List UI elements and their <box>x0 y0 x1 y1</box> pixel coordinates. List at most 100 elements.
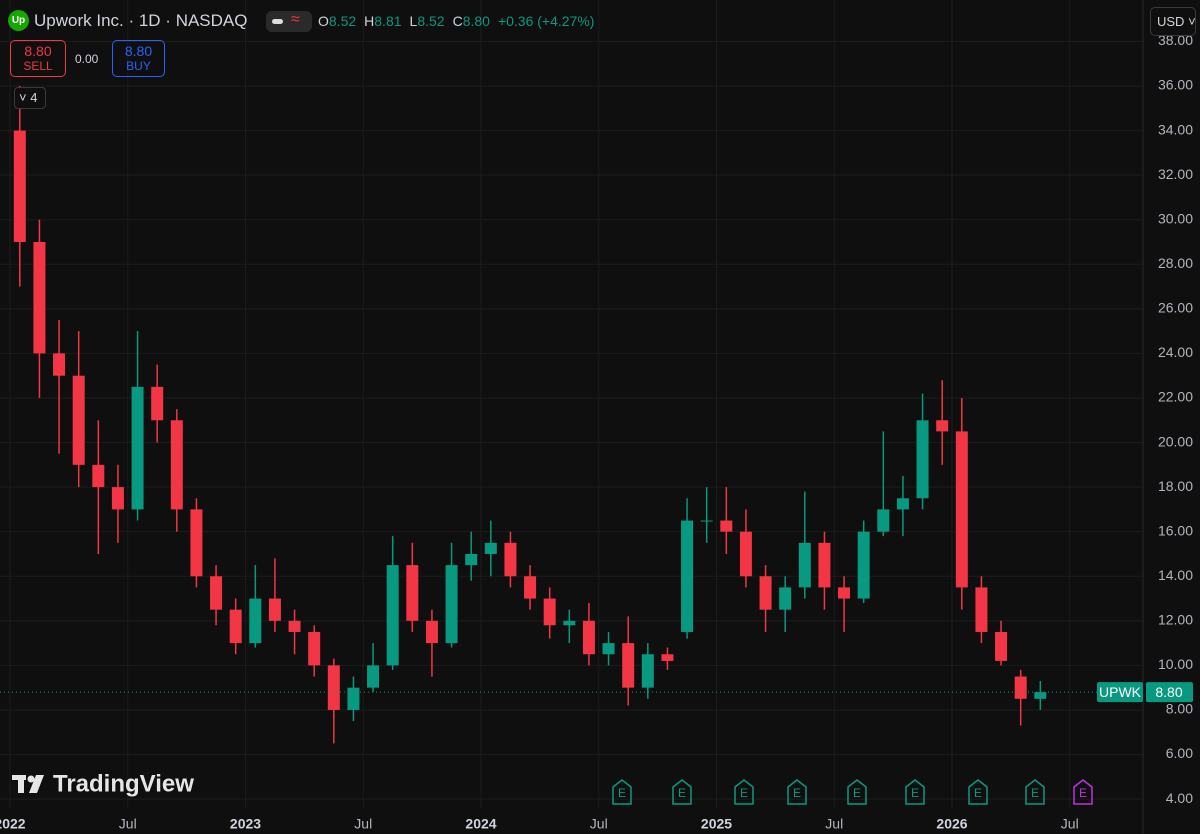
candle-body <box>641 654 654 688</box>
ohlc-value: 8.52 <box>328 13 357 29</box>
y-tick-label: 10.00 <box>1158 656 1193 672</box>
ohlc-key: H <box>364 13 375 29</box>
candle-body <box>170 420 183 510</box>
earnings-label[interactable]: E <box>974 786 982 800</box>
axes: 4.00 6.00 8.00 10.00 12.00 14.00 16.00 18.00 20.… <box>0 32 1193 832</box>
candle-body <box>484 542 497 554</box>
candle-body <box>347 687 360 710</box>
candle-body <box>877 509 890 532</box>
y-tick-label: 8.00 <box>1166 701 1193 717</box>
candle-body <box>425 620 438 644</box>
y-tick-label: 16.00 <box>1158 522 1193 538</box>
candle-body <box>739 531 752 577</box>
candle-body <box>465 553 478 566</box>
candle-body <box>288 620 301 632</box>
candle-body <box>131 386 144 510</box>
x-tick-label: 2026 <box>936 816 967 832</box>
candle-body <box>92 464 105 488</box>
watermark-logo <box>12 775 44 793</box>
candle-body <box>524 576 537 599</box>
y-tick-label: 32.00 <box>1158 166 1193 182</box>
earnings-label[interactable]: E <box>618 786 626 800</box>
earnings-icon <box>847 779 867 805</box>
x-tick-label: 2022 <box>0 816 26 832</box>
candle-body <box>720 520 733 532</box>
candle-body <box>210 576 223 610</box>
sell-button[interactable]: 8.80 SELL <box>10 40 66 77</box>
earnings-label[interactable]: E <box>1079 786 1087 800</box>
earnings-icon <box>968 779 988 805</box>
candle-body <box>504 542 517 577</box>
x-tick-label: 2025 <box>701 816 732 832</box>
earnings-label[interactable]: E <box>678 786 686 800</box>
y-tick-label: 22.00 <box>1158 389 1193 405</box>
candle-body <box>681 520 694 632</box>
x-tick-label: Jul <box>119 816 137 832</box>
currency: USD <box>1157 14 1185 29</box>
candle-body <box>838 587 851 599</box>
ohlc-key: C <box>452 13 463 29</box>
candle-body <box>759 576 772 610</box>
buy-price: 8.80 <box>124 43 153 59</box>
candle-body <box>818 542 831 588</box>
candle-body <box>955 431 968 588</box>
earnings-label[interactable]: E <box>740 786 748 800</box>
candle-body <box>327 665 340 710</box>
candle-body <box>229 609 242 644</box>
y-tick-label: 30.00 <box>1158 210 1193 226</box>
x-tick-label: 2024 <box>465 816 496 832</box>
y-tick-label: 26.00 <box>1158 300 1193 316</box>
earnings-label[interactable]: E <box>1031 786 1039 800</box>
earnings-icon <box>672 779 692 805</box>
status-pill[interactable]: ≈ <box>266 11 312 32</box>
symbol-tag-label: UPWK <box>1099 684 1142 700</box>
price-tag-label: 8.80 <box>1155 684 1182 700</box>
y-tick-label: 4.00 <box>1166 790 1193 806</box>
candle-body <box>308 631 321 666</box>
candle-body <box>386 565 399 666</box>
candle-body <box>53 353 66 376</box>
change: +0.36 (+4.27%) <box>497 13 595 29</box>
earnings-icon <box>1025 779 1045 805</box>
x-tick-label: Jul <box>590 816 608 832</box>
ohlc-value: 8.81 <box>374 13 402 29</box>
buy-button[interactable]: 8.80 BUY <box>112 40 165 77</box>
candle-body <box>33 241 46 354</box>
y-tick-label: 34.00 <box>1158 121 1193 137</box>
candle-body <box>857 531 870 599</box>
symbol-tag <box>1097 682 1143 703</box>
candle-body <box>1034 692 1047 699</box>
logo: Up <box>8 10 29 31</box>
candle-body <box>582 620 595 655</box>
y-tick-label: 28.00 <box>1158 255 1193 271</box>
earnings-label[interactable]: E <box>793 786 801 800</box>
grid <box>0 0 1143 808</box>
candle-body <box>661 654 674 661</box>
candle-body <box>975 587 988 632</box>
candle-body <box>995 631 1008 661</box>
earnings-icon <box>905 779 925 805</box>
y-tick-label: 20.00 <box>1158 433 1193 449</box>
price-tag <box>1146 682 1193 703</box>
candle-body <box>896 498 909 510</box>
candle-body <box>936 420 949 432</box>
x-tick-label: 2023 <box>230 816 261 832</box>
candle-body <box>700 520 713 522</box>
candle-body <box>367 665 380 688</box>
earnings-label[interactable]: E <box>853 786 861 800</box>
earnings-icon <box>612 779 632 805</box>
x-tick-label: Jul <box>825 816 843 832</box>
indicators-toggle[interactable]: ˅ 4 <box>14 87 46 109</box>
buy-label: BUY <box>126 59 151 73</box>
y-tick-label: 38.00 <box>1158 32 1193 48</box>
candle-body <box>13 130 26 242</box>
y-tick-label: 36.00 <box>1158 77 1193 93</box>
earnings-label[interactable]: E <box>911 786 919 800</box>
currency-button[interactable]: USD ˅ <box>1150 7 1196 36</box>
candle-body <box>1014 676 1027 699</box>
symbol-title[interactable]: Upwork Inc. · 1D · NASDAQ <box>34 11 248 30</box>
ohlc: O8.52 H8.81 L8.52 C8.80 +0.36 (+4.27%) <box>318 13 594 29</box>
x-tick-label: Jul <box>1061 816 1079 832</box>
indicator-count: 4 <box>30 90 38 105</box>
